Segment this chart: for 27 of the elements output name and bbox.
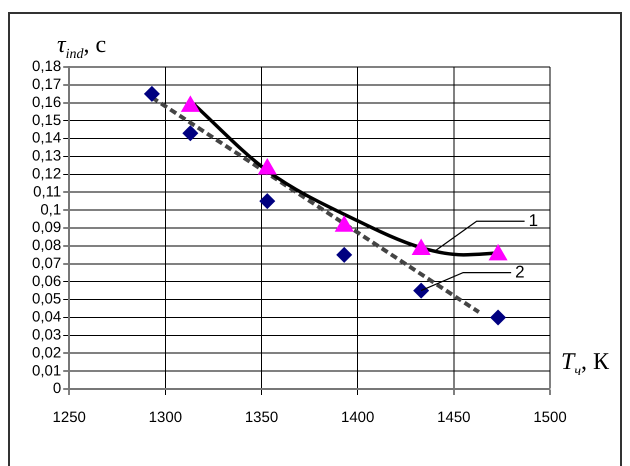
y-tick-label: 0,14 <box>32 130 62 147</box>
x-tick-label: 1450 <box>437 409 471 426</box>
y-tick-label: 0,13 <box>32 148 62 165</box>
y-tick-label: 0,03 <box>32 326 62 344</box>
x-tick-label: 1300 <box>148 409 182 426</box>
y-tick-label: 0,15 <box>32 112 62 129</box>
x-tick-label: 1350 <box>244 409 278 426</box>
y-tick-label: 0,02 <box>32 344 62 362</box>
y-tick-label: 0,05 <box>32 290 62 308</box>
y-tick-label: 0,17 <box>32 76 62 94</box>
y-tick-label: 0,1 <box>40 201 62 218</box>
y-tick-label: 0,01 <box>32 362 62 380</box>
y-tick-label: 0,16 <box>32 94 62 111</box>
y-tick-label: 0,08 <box>32 237 62 254</box>
y-tick-label: 0 <box>52 380 62 398</box>
x-tick-label: 1250 <box>52 409 86 426</box>
x-tick-label: 1500 <box>533 409 567 426</box>
annotation: 1 <box>528 210 538 230</box>
y-tick-label: 0,12 <box>32 165 62 182</box>
y-tick-label: 0,09 <box>32 219 62 236</box>
y-tick-label: 0,07 <box>32 254 62 272</box>
x-tick-label: 1400 <box>340 409 374 426</box>
annotation: 2 <box>515 262 525 282</box>
y-tick-label: 0,11 <box>33 183 62 200</box>
y-tick-label: 0,06 <box>32 272 62 290</box>
y-tick-label: 0,18 <box>32 58 62 76</box>
y-tick-label: 0,04 <box>32 308 62 326</box>
